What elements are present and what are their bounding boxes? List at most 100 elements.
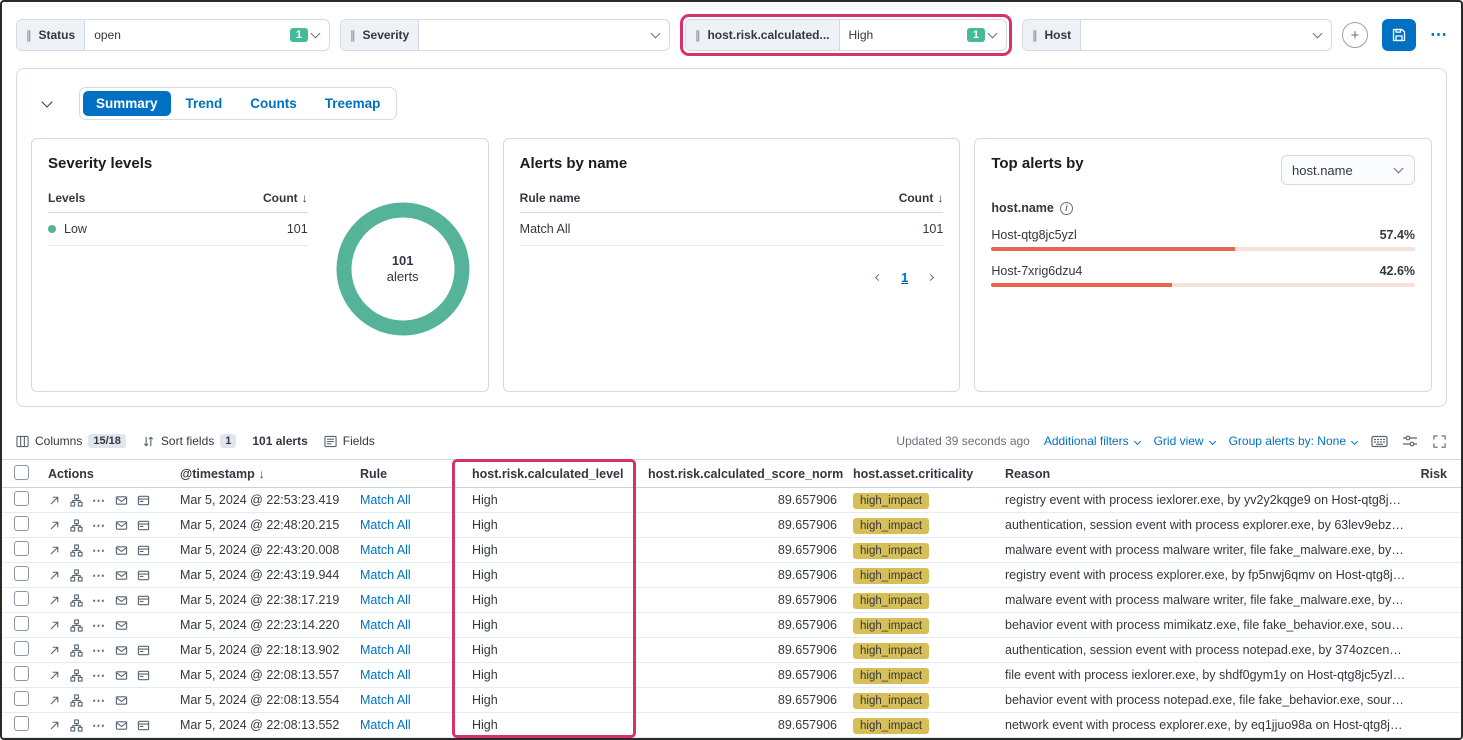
add-to-timeline-button[interactable]	[115, 519, 128, 532]
open-session-view-button[interactable]	[137, 544, 150, 557]
row-checkbox[interactable]	[14, 516, 29, 531]
add-to-timeline-button[interactable]	[115, 569, 128, 582]
tab-treemap[interactable]: Treemap	[324, 96, 381, 111]
header-rule[interactable]: Rule	[360, 466, 388, 481]
rule-link[interactable]: Match All	[360, 668, 411, 682]
analyze-event-button[interactable]	[70, 493, 83, 507]
rule-link[interactable]: Match All	[360, 568, 411, 582]
header-criticality[interactable]: host.asset.criticality	[853, 466, 974, 481]
expand-alert-button[interactable]	[48, 594, 61, 607]
col-count[interactable]: Count ↓	[898, 191, 944, 205]
row-checkbox[interactable]	[14, 716, 29, 731]
rule-link[interactable]: Match All	[360, 518, 411, 532]
tab-counts[interactable]: Counts	[250, 96, 297, 111]
open-session-view-button[interactable]	[137, 669, 150, 682]
rule-link[interactable]: Match All	[360, 718, 411, 732]
add-to-timeline-button[interactable]	[115, 619, 128, 632]
row-checkbox[interactable]	[14, 641, 29, 656]
row-checkbox[interactable]	[14, 616, 29, 631]
host-name[interactable]: Host-7xrig6dzu4	[991, 264, 1083, 278]
more-actions-button[interactable]: ⋯	[92, 644, 106, 657]
save-button[interactable]	[1382, 19, 1416, 51]
add-filter-button[interactable]: +	[1342, 22, 1368, 48]
add-to-timeline-button[interactable]	[115, 719, 128, 732]
rule-link[interactable]: Match All	[360, 618, 411, 632]
col-count[interactable]: Count ↓	[263, 191, 308, 205]
open-session-view-button[interactable]	[137, 719, 150, 732]
add-to-timeline-button[interactable]	[115, 594, 128, 607]
row-checkbox[interactable]	[14, 491, 29, 506]
collapse-chevron-icon[interactable]	[41, 96, 53, 108]
more-options-button[interactable]: ⋯	[1430, 25, 1447, 45]
group-alerts-button[interactable]: Group alerts by: None	[1229, 434, 1359, 448]
filter-host-risk-level[interactable]: ∥ host.risk.calculated... High 1	[684, 19, 1007, 51]
row-checkbox[interactable]	[14, 566, 29, 581]
expand-alert-button[interactable]	[48, 494, 61, 507]
header-risk-score[interactable]: host.risk.calculated_score_norm	[648, 466, 844, 481]
display-options-button[interactable]	[1402, 433, 1418, 449]
filter-host[interactable]: ∥ Host	[1021, 19, 1332, 51]
analyze-event-button[interactable]	[70, 618, 83, 632]
more-actions-button[interactable]: ⋯	[92, 544, 106, 557]
fields-button[interactable]: Fields	[324, 434, 375, 448]
more-actions-button[interactable]: ⋯	[92, 569, 106, 582]
row-checkbox[interactable]	[14, 691, 29, 706]
prev-page-icon[interactable]	[875, 273, 883, 282]
keyboard-shortcuts-button[interactable]	[1371, 434, 1388, 449]
header-timestamp[interactable]: @timestamp ↓	[180, 466, 265, 481]
expand-alert-button[interactable]	[48, 669, 61, 682]
additional-filters-button[interactable]: Additional filters	[1044, 434, 1141, 448]
row-checkbox[interactable]	[14, 541, 29, 556]
row-checkbox[interactable]	[14, 666, 29, 681]
open-session-view-button[interactable]	[137, 494, 150, 507]
grid-view-button[interactable]: Grid view	[1154, 434, 1216, 448]
header-risk[interactable]: Risk	[1420, 466, 1447, 481]
rule-link[interactable]: Match All	[360, 593, 411, 607]
more-actions-button[interactable]: ⋯	[92, 719, 106, 732]
expand-alert-button[interactable]	[48, 544, 61, 557]
add-to-timeline-button[interactable]	[115, 669, 128, 682]
analyze-event-button[interactable]	[70, 593, 83, 607]
expand-alert-button[interactable]	[48, 694, 61, 707]
analyze-event-button[interactable]	[70, 543, 83, 557]
sort-fields-button[interactable]: Sort fields 1	[142, 434, 237, 448]
info-icon[interactable]: i	[1059, 201, 1073, 215]
page-number[interactable]: 1	[901, 270, 909, 285]
expand-alert-button[interactable]	[48, 519, 61, 532]
more-actions-button[interactable]: ⋯	[92, 619, 106, 632]
select-all-checkbox[interactable]	[14, 464, 29, 480]
columns-button[interactable]: Columns 15/18	[16, 434, 126, 448]
expand-alert-button[interactable]	[48, 619, 61, 632]
add-to-timeline-button[interactable]	[115, 544, 128, 557]
host-name[interactable]: Host-qtg8jc5yzl	[991, 228, 1077, 242]
more-actions-button[interactable]: ⋯	[92, 494, 106, 507]
analyze-event-button[interactable]	[70, 568, 83, 582]
open-session-view-button[interactable]	[137, 519, 150, 532]
next-page-icon[interactable]	[927, 273, 935, 282]
more-actions-button[interactable]: ⋯	[92, 519, 106, 532]
stack-by-select[interactable]: host.name	[1281, 155, 1416, 185]
header-reason[interactable]: Reason	[1005, 466, 1051, 481]
row-checkbox[interactable]	[14, 591, 29, 606]
expand-alert-button[interactable]	[48, 644, 61, 657]
open-session-view-button[interactable]	[137, 569, 150, 582]
rule-link[interactable]: Match All	[360, 693, 411, 707]
add-to-timeline-button[interactable]	[115, 694, 128, 707]
expand-alert-button[interactable]	[48, 569, 61, 582]
analyze-event-button[interactable]	[70, 518, 83, 532]
filter-severity[interactable]: ∥ Severity	[340, 19, 670, 51]
analyze-event-button[interactable]	[70, 643, 83, 657]
rule-link[interactable]: Match All	[360, 643, 411, 657]
filter-status[interactable]: ∥ Status open 1	[16, 19, 331, 51]
tab-summary[interactable]: Summary	[83, 91, 171, 116]
open-session-view-button[interactable]	[137, 644, 150, 657]
analyze-event-button[interactable]	[70, 718, 83, 732]
tab-trend[interactable]: Trend	[185, 96, 223, 111]
add-to-timeline-button[interactable]	[115, 494, 128, 507]
analyze-event-button[interactable]	[70, 668, 83, 682]
expand-alert-button[interactable]	[48, 719, 61, 732]
analyze-event-button[interactable]	[70, 693, 83, 707]
rule-link[interactable]: Match All	[360, 543, 411, 557]
rule-link[interactable]: Match All	[360, 493, 411, 507]
fullscreen-button[interactable]	[1432, 434, 1447, 449]
